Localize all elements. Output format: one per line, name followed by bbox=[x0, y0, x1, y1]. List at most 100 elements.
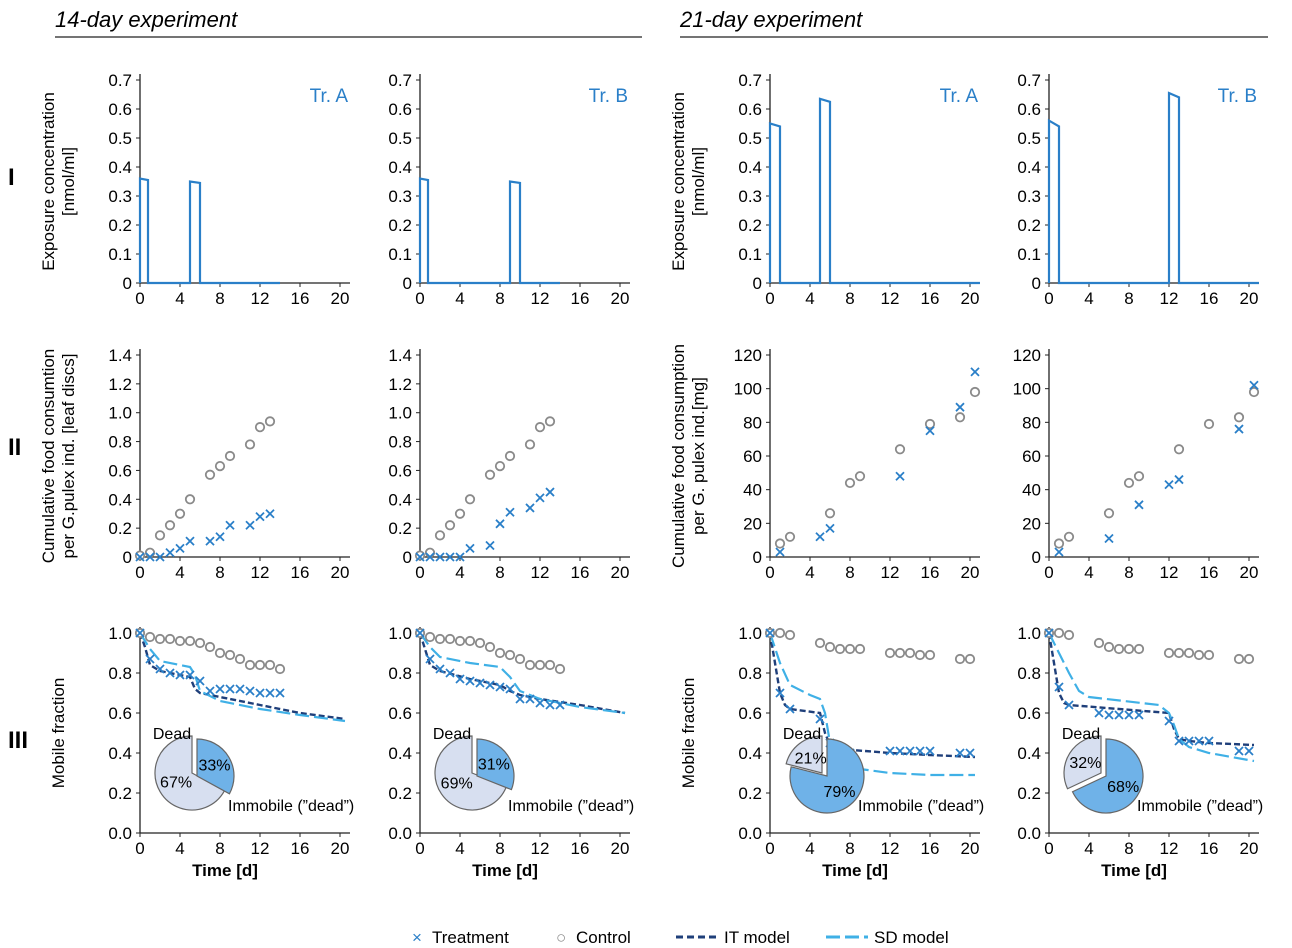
x-tick-label: 20 bbox=[961, 289, 980, 308]
treatment-point bbox=[445, 668, 455, 678]
y-tick-label: 0.4 bbox=[108, 158, 132, 177]
panel-II-21-A: 0 20 40 60 80 100 120 0 4 8 12 16 20 Cumulative food … bbox=[669, 344, 981, 582]
x-tick-label: 4 bbox=[175, 839, 184, 858]
treatment-point bbox=[815, 532, 825, 542]
y-tick-label: 0.0 bbox=[738, 824, 762, 843]
y-tick-label: 0.3 bbox=[388, 187, 412, 206]
y-tick-label: 1.0 bbox=[738, 624, 762, 643]
control-point bbox=[1063, 629, 1075, 641]
treatment-point bbox=[485, 680, 495, 690]
x-tick-label: 16 bbox=[571, 839, 590, 858]
y-tick-label: 0.0 bbox=[388, 824, 412, 843]
pie-slice-dead bbox=[154, 735, 226, 811]
x-tick-label: 0 bbox=[135, 839, 144, 858]
x-tick-label: 12 bbox=[1160, 839, 1179, 858]
x-tick-label: 0 bbox=[415, 839, 424, 858]
y-tick-label: 0.7 bbox=[388, 71, 412, 90]
treatment-point bbox=[205, 536, 215, 546]
experiment-title-21: 21-day experiment bbox=[679, 7, 863, 32]
exposure-line bbox=[138, 177, 280, 285]
y-tick-label: 0.6 bbox=[738, 100, 762, 119]
treatment-point bbox=[505, 684, 515, 694]
x-tick-label: 0 bbox=[1044, 289, 1053, 308]
legend-sd-label: SD model bbox=[874, 928, 949, 947]
x-tick-label: 16 bbox=[921, 563, 940, 582]
control-point bbox=[784, 629, 796, 641]
legend-control-label: Control bbox=[576, 928, 631, 947]
y-tick-label: 40 bbox=[1022, 481, 1041, 500]
y-tick-label: 0 bbox=[123, 274, 132, 293]
row-label-II: II bbox=[8, 434, 21, 461]
y-tick-label: 1.0 bbox=[108, 404, 132, 423]
it-model-line bbox=[138, 632, 346, 721]
x-tick-label: 16 bbox=[1200, 839, 1219, 858]
y-axis-label: Exposure concentration bbox=[669, 92, 688, 271]
treatment-point bbox=[535, 493, 545, 503]
control-point bbox=[1203, 649, 1215, 661]
x-tick-label: 12 bbox=[251, 839, 270, 858]
y-tick-label: 0.7 bbox=[1017, 71, 1041, 90]
treatment-point bbox=[465, 543, 475, 553]
x-tick-label: 4 bbox=[455, 563, 464, 582]
y-tick-label: 0.2 bbox=[388, 784, 412, 803]
control-point bbox=[824, 508, 836, 519]
treatment-point bbox=[205, 686, 215, 696]
treatment-point bbox=[1174, 736, 1184, 746]
treatment-point bbox=[135, 552, 145, 562]
control-point bbox=[844, 643, 856, 655]
control-point bbox=[854, 471, 866, 482]
y-tick-label: 0.2 bbox=[1017, 784, 1041, 803]
x-axis-label: Time [d] bbox=[822, 861, 888, 880]
y-tick-label: 20 bbox=[1022, 514, 1041, 533]
x-axis-label: Time [d] bbox=[1101, 861, 1167, 880]
y-tick-label: 0.6 bbox=[388, 461, 412, 480]
treatment-point bbox=[1234, 746, 1244, 756]
y-tick-label: 0 bbox=[1032, 274, 1041, 293]
y-tick-label: 0.4 bbox=[388, 158, 412, 177]
control-point bbox=[924, 649, 936, 661]
panel-III-21-A: 0.0 0.2 0.4 0.6 0.8 1.0 0 4 8 12 16 20 Time [d] Mobil… bbox=[679, 624, 984, 880]
control-point bbox=[814, 637, 826, 649]
pie-immobile-pct: 68% bbox=[1107, 779, 1139, 796]
treatment-point bbox=[475, 678, 485, 688]
treatment-point bbox=[925, 746, 935, 756]
control-point bbox=[924, 418, 936, 430]
panel-I-14-A: 0 0.1 0.2 0.3 0.4 0.5 0.6 0.7 0 4 8 12 16 20 Tr. A Expo… bbox=[39, 71, 350, 308]
y-tick-label: 0.2 bbox=[738, 216, 762, 235]
x-tick-label: 16 bbox=[291, 839, 310, 858]
treatment-point bbox=[175, 543, 185, 553]
y-tick-label: 1.2 bbox=[388, 375, 412, 394]
treatment-point bbox=[1164, 716, 1174, 726]
y-tick-label: 100 bbox=[1013, 380, 1041, 399]
treatment-point bbox=[1174, 474, 1184, 485]
y-tick-label: 0.6 bbox=[108, 704, 132, 723]
y-tick-label: 0.4 bbox=[1017, 744, 1041, 763]
treatment-point bbox=[1104, 710, 1114, 720]
pie-slice-dead bbox=[1063, 735, 1102, 790]
x-tick-label: 16 bbox=[1200, 289, 1219, 308]
treatment-point bbox=[265, 509, 275, 519]
control-point bbox=[214, 460, 226, 472]
control-point bbox=[494, 647, 506, 659]
control-point bbox=[274, 663, 286, 675]
control-point bbox=[1063, 531, 1075, 542]
control-point bbox=[434, 530, 446, 541]
treatment-point bbox=[225, 684, 235, 694]
panel-III-21-B: 0.0 0.2 0.4 0.6 0.8 1.0 0 4 8 12 16 20 Time [d] Dead 3… bbox=[1017, 624, 1263, 880]
x-tick-label: 16 bbox=[571, 289, 590, 308]
control-point bbox=[214, 647, 226, 659]
y-tick-label: 0.8 bbox=[388, 664, 412, 683]
x-tick-label: 12 bbox=[251, 563, 270, 582]
mortality-pie: Dead 67% 33% Immobile (”dead”) bbox=[153, 726, 354, 815]
x-tick-label: 20 bbox=[961, 563, 980, 582]
control-point bbox=[1053, 627, 1065, 639]
treatment-point bbox=[275, 688, 285, 698]
y-tick-label: 0.1 bbox=[738, 245, 762, 264]
y-tick-label: 0.4 bbox=[108, 744, 132, 763]
y-tick-label: 1.4 bbox=[388, 346, 412, 365]
x-tick-label: 4 bbox=[805, 289, 814, 308]
treatment-point bbox=[925, 426, 935, 436]
control-point bbox=[1248, 386, 1260, 398]
x-tick-label: 8 bbox=[845, 839, 854, 858]
control-point bbox=[534, 422, 546, 433]
